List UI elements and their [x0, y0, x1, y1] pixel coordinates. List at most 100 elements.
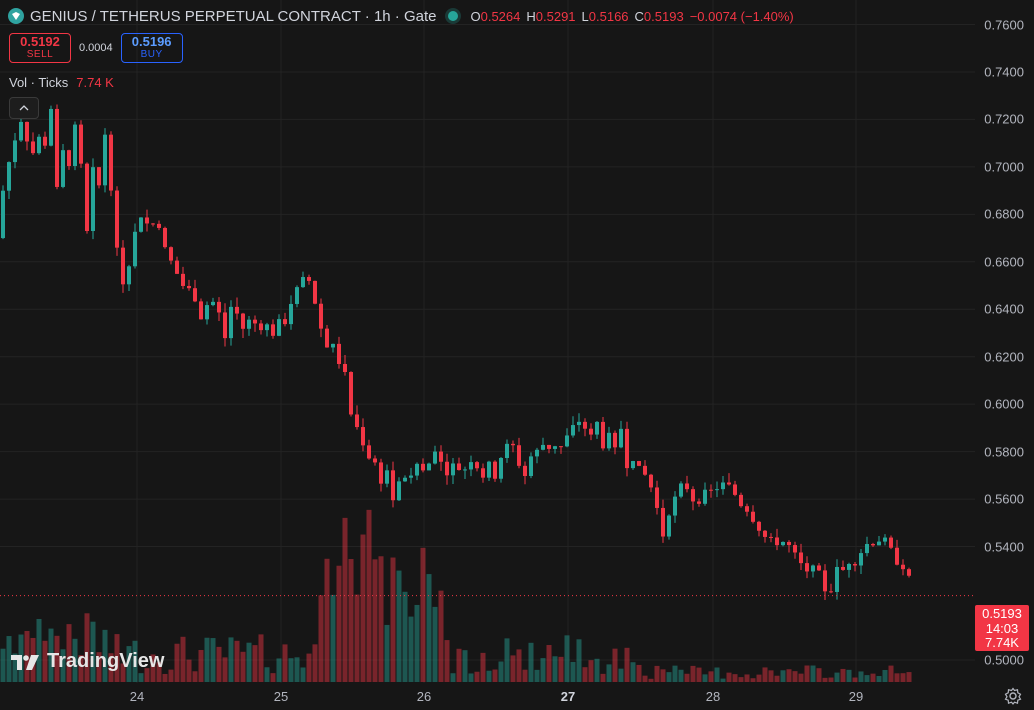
volume-bar: [384, 624, 390, 682]
candle-body: [385, 470, 389, 484]
candle-body: [559, 446, 563, 448]
candle-body: [511, 443, 515, 446]
volume-bar: [210, 638, 216, 682]
candle-body: [685, 483, 689, 490]
volume-bar: [162, 673, 168, 682]
volume-bar: [216, 646, 222, 682]
volume-bar: [468, 673, 474, 682]
tradingview-watermark[interactable]: TradingView: [11, 650, 164, 673]
volume-tag: 7.74K: [975, 633, 1029, 651]
candle-body: [451, 463, 455, 476]
volume-bar: [462, 650, 468, 682]
candle-body: [19, 121, 23, 141]
candle-body: [649, 474, 653, 488]
volume-bar: [258, 634, 264, 682]
time-axis[interactable]: 24 25 26 27 28 29: [0, 683, 970, 710]
price-axis-label: 0.6800: [984, 206, 1024, 222]
candle-body: [145, 217, 149, 224]
volume-bar: [768, 670, 774, 682]
candle-body: [211, 301, 215, 306]
volume-bar: [714, 667, 720, 682]
candle-body: [871, 544, 875, 546]
volume-bar: [534, 669, 540, 682]
time-axis-label: 24: [129, 689, 145, 704]
candle-body: [739, 494, 743, 507]
candle-body: [319, 303, 323, 329]
volume-bar: [588, 660, 594, 682]
volume-bar: [546, 645, 552, 682]
candle-body: [67, 150, 71, 167]
candle-body: [463, 469, 467, 471]
volume-bar: [102, 629, 108, 682]
volume-bar: [150, 654, 156, 682]
candle-body: [127, 266, 131, 285]
candle-body: [487, 461, 491, 478]
candle-body: [301, 277, 305, 288]
candle-body: [499, 457, 503, 479]
sell-button[interactable]: 0.5192 SELL: [9, 33, 71, 63]
volume-bar: [834, 672, 840, 682]
candle-body: [889, 537, 893, 548]
volume-bar: [198, 649, 204, 682]
volume-bar: [12, 653, 18, 682]
candle-body: [409, 475, 413, 478]
candle-body: [733, 484, 737, 495]
candle-body: [355, 414, 359, 428]
candle-body: [907, 569, 911, 576]
candle-body: [517, 445, 521, 466]
candle-body: [103, 134, 107, 186]
volume-bar: [354, 594, 360, 682]
volume-bar: [684, 673, 690, 682]
candle-body: [481, 468, 485, 478]
volume-bar: [666, 672, 672, 682]
volume-bar: [888, 665, 894, 682]
candle-body: [73, 124, 77, 167]
candle-body: [727, 482, 731, 485]
volume-bar: [66, 624, 72, 682]
volume-bar: [126, 646, 132, 682]
volume-bar: [240, 651, 246, 682]
symbol-title[interactable]: GENIUS / TETHERUS PERPETUAL CONTRACT · 1…: [30, 7, 437, 25]
candle-body: [43, 136, 47, 146]
candle-body: [247, 319, 251, 329]
volume-bar: [858, 671, 864, 682]
candle-body: [61, 150, 65, 187]
candle-body: [859, 553, 863, 566]
volume-bar: [318, 595, 324, 682]
volume-bar: [372, 559, 378, 682]
volume-value: 7.74 K: [76, 75, 114, 90]
volume-bar: [612, 648, 618, 682]
candle-body: [781, 541, 785, 546]
candle-body: [169, 247, 173, 261]
candle-body: [625, 428, 629, 469]
price-axis[interactable]: 0.7600 0.7400 0.7200 0.7000 0.6800 0.6600 0.64…: [974, 0, 1034, 680]
volume-bar: [156, 662, 162, 682]
gear-icon[interactable]: [1004, 687, 1022, 705]
ohlc-values: O0.5264 H0.5291 L0.5166 C0.5193 −0.0074 …: [470, 8, 794, 24]
candle-body: [223, 312, 227, 339]
candle-body: [157, 223, 161, 228]
candle-body: [379, 462, 383, 484]
volume-bar: [144, 668, 150, 682]
volume-bar: [234, 640, 240, 682]
candle-body: [619, 428, 623, 448]
candle-body: [565, 435, 569, 447]
buy-button[interactable]: 0.5196 BUY: [120, 33, 183, 63]
candle-body: [37, 136, 41, 154]
candle-body: [817, 565, 821, 571]
volume-bar: [174, 643, 180, 682]
volume-bar: [654, 665, 660, 682]
candle-body: [109, 134, 113, 191]
candle-body: [829, 591, 833, 593]
candle-body: [571, 425, 575, 436]
volume-legend[interactable]: Vol · Ticks 7.74 K: [9, 75, 114, 90]
last-price-value: 0.5193: [982, 606, 1022, 621]
volume-bar: [390, 557, 396, 682]
volume-bar: [438, 590, 444, 682]
collapse-legend-button[interactable]: [9, 97, 39, 119]
candle-body: [199, 301, 203, 320]
candle-body: [823, 570, 827, 592]
volume-bar: [492, 669, 498, 682]
volume-bar: [276, 658, 282, 682]
